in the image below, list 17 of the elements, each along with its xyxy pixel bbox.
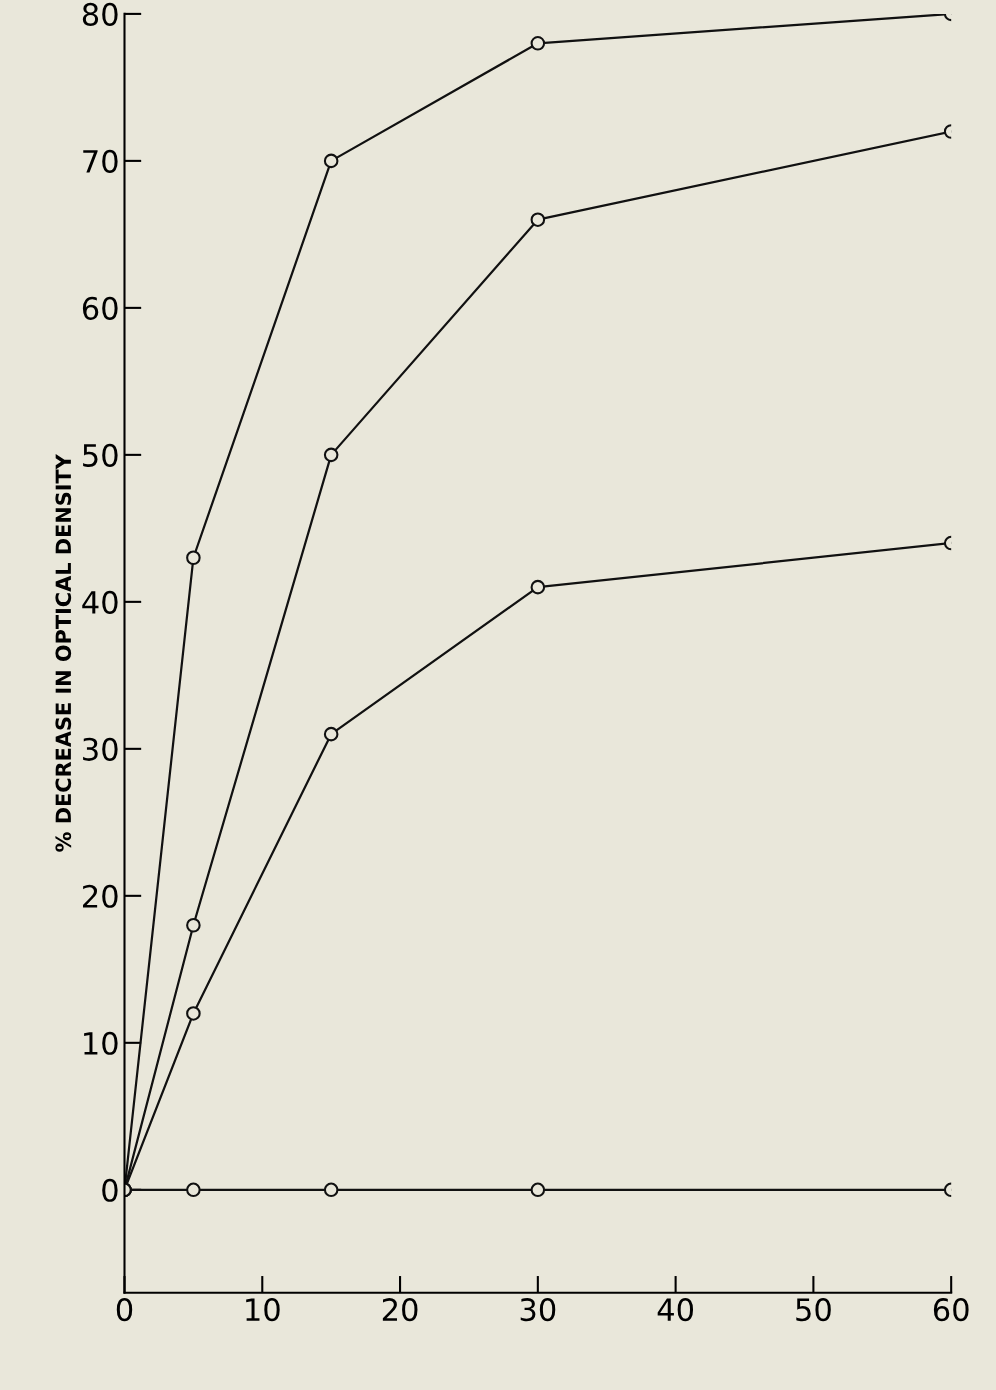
x-tick-label: 50: [796, 1298, 831, 1322]
y-tick-label: 0: [102, 1178, 118, 1202]
x-tick-label: 10: [246, 1298, 280, 1322]
y-tick-label: 20: [83, 884, 118, 908]
y-tick-label: 10: [84, 1031, 118, 1055]
y-tick-label: 50: [83, 443, 118, 467]
y-axis-title: % DECREASE IN OPTICAL DENSITY: [55, 454, 72, 852]
x-tick-label: 0: [116, 1298, 133, 1322]
y-tick-label: 60: [82, 296, 118, 320]
x-tick-label: 40: [657, 1298, 694, 1322]
y-tick-label: 40: [82, 590, 118, 614]
y-tick-label: 30: [83, 737, 118, 761]
x-tick-label: 60: [933, 1298, 969, 1322]
x-tick-label: 30: [520, 1298, 556, 1322]
y-tick-label: 80: [82, 2, 118, 26]
x-tick-label: 20: [382, 1298, 418, 1322]
y-tick-label: 70: [83, 149, 118, 173]
